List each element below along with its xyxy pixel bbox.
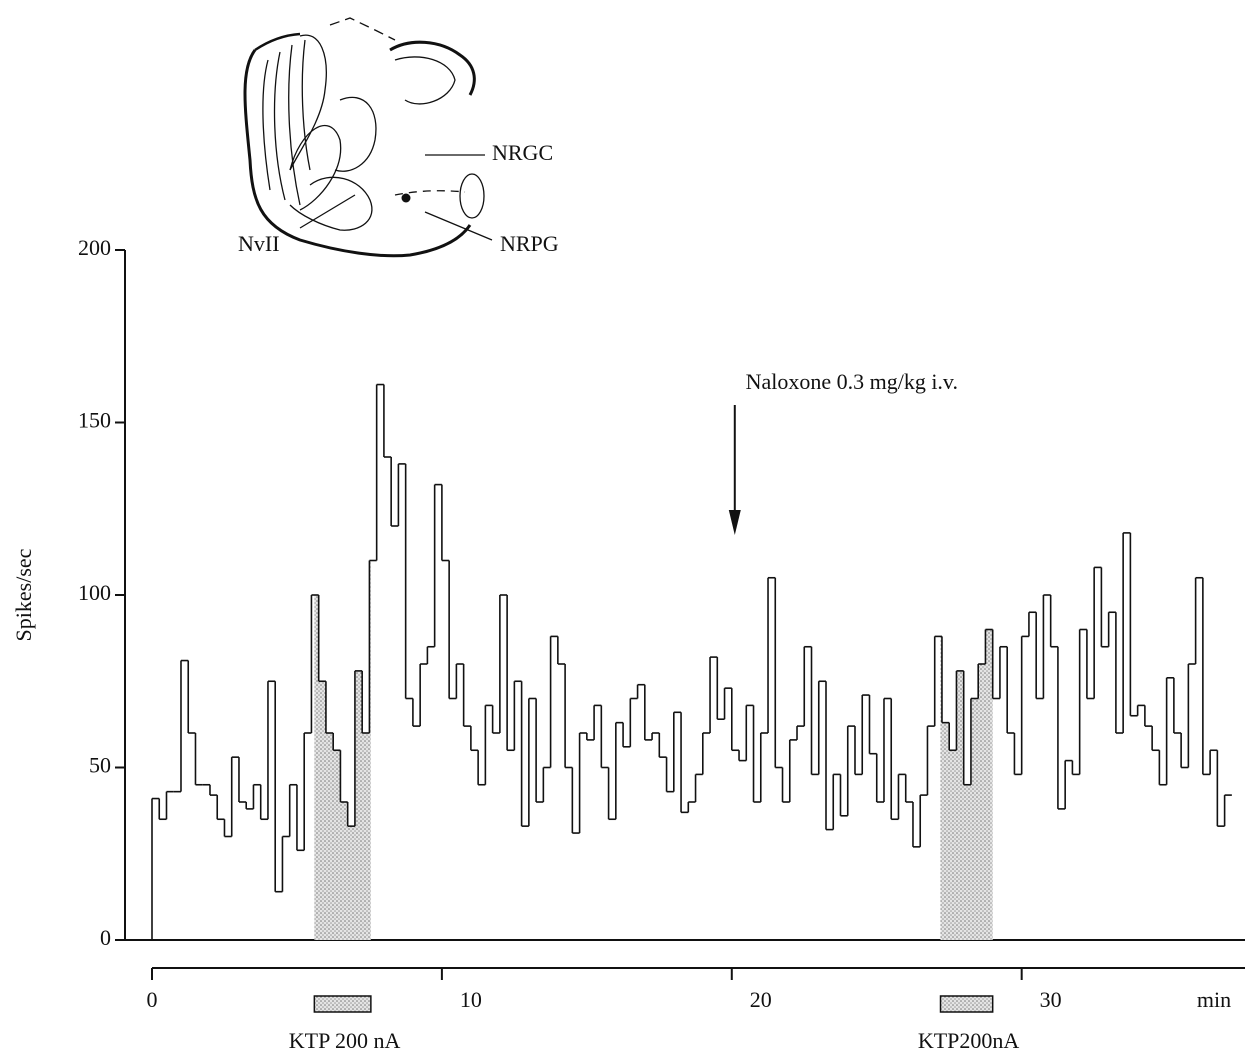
inset-label: NRGC bbox=[492, 140, 553, 165]
stimulus-label: KTP200nA bbox=[918, 1028, 1020, 1053]
annotation-arrowhead bbox=[728, 510, 741, 535]
y-tick-label: 100 bbox=[78, 580, 111, 605]
x-tick-label: 30 bbox=[1040, 987, 1062, 1012]
x-tick-label: 20 bbox=[750, 987, 772, 1012]
stimulus-label: KTP 200 nA bbox=[289, 1028, 401, 1053]
stimulus-marker bbox=[939, 995, 994, 1013]
annotation-text: Naloxone 0.3 mg/kg i.v. bbox=[746, 369, 958, 394]
y-tick-label: 0 bbox=[100, 925, 111, 950]
y-tick-label: 200 bbox=[78, 235, 111, 260]
stimulus-marker bbox=[313, 995, 372, 1013]
inset-label: NvII bbox=[238, 231, 280, 256]
y-tick-label: 50 bbox=[89, 753, 111, 778]
x-tick-label: 0 bbox=[147, 987, 158, 1012]
inset-label: NRPG bbox=[500, 231, 559, 256]
brain-inset: NRGC NRPG NvII bbox=[238, 17, 559, 258]
stimulus-shading bbox=[314, 384, 371, 940]
stimulus-shading bbox=[940, 384, 993, 940]
x-axis-label: min bbox=[1197, 987, 1231, 1012]
y-tick-label: 150 bbox=[78, 408, 111, 433]
x-tick-label: 10 bbox=[460, 987, 482, 1012]
y-axis-label: Spikes/sec bbox=[11, 548, 36, 641]
